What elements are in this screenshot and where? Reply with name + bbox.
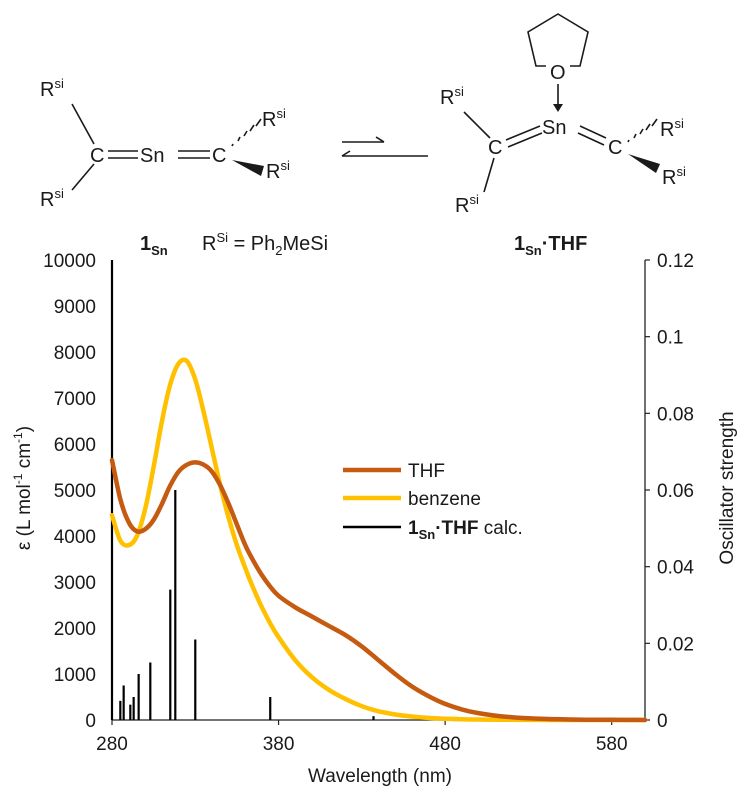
left-rsi-right-bottom: Rsi — [266, 158, 290, 183]
x-tick-label: 580 — [596, 734, 628, 755]
chart-ticks: 280 380 480 580 0 1000 2000 3000 4000 5000 6000 700… — [43, 251, 694, 755]
y2-tick-label: 0.06 — [657, 481, 694, 502]
rsi-definition: RSi = Ph2MeSi — [202, 230, 328, 258]
legend-label-thf: THF — [408, 461, 445, 482]
left-compound-label: 1Sn — [140, 233, 168, 258]
reaction-scheme: Rsi Rsi C Sn C Rsi Rsi 1Sn RSi = Ph2MeSi — [40, 13, 686, 258]
right-carbon-2: C — [608, 137, 622, 159]
y-tick-label: 3000 — [54, 573, 96, 594]
y-tick-label: 10000 — [43, 251, 96, 272]
left-rsi-bottom: Rsi — [40, 186, 64, 211]
legend-label-benzene: benzene — [408, 489, 481, 510]
y2-tick-label: 0.12 — [657, 251, 694, 272]
left-carbon-1: C — [90, 145, 104, 167]
x-tick-label: 280 — [96, 734, 128, 755]
y-tick-label: 8000 — [54, 343, 96, 364]
y2-tick-label: 0.08 — [657, 404, 694, 425]
y-tick-label: 0 — [85, 711, 96, 732]
y2-axis-title: Oscillator strength — [717, 411, 738, 564]
left-tin: Sn — [140, 145, 164, 167]
y-tick-label: 9000 — [54, 297, 96, 318]
left-rsi-right-top: Rsi — [262, 106, 286, 131]
series-line-benzene — [109, 357, 648, 723]
right-carbon-1: C — [488, 137, 502, 159]
x-axis-title: Wavelength (nm) — [308, 766, 452, 787]
x-tick-label: 480 — [429, 734, 461, 755]
right-rsi-bottom: Rsi — [455, 192, 479, 217]
equilibrium-arrows — [341, 136, 428, 157]
stick-series — [110, 260, 375, 720]
right-tin: Sn — [542, 117, 566, 139]
y-tick-label: 1000 — [54, 665, 96, 686]
right-rsi-top: Rsi — [440, 84, 464, 109]
y-tick-label: 2000 — [54, 619, 96, 640]
y-tick-label: 4000 — [54, 527, 96, 548]
right-rsi-right-bottom: Rsi — [662, 164, 686, 189]
legend: THF benzene 1Sn·THF calc. — [343, 461, 523, 542]
series-line-thf — [109, 457, 648, 723]
y2-tick-label: 0.02 — [657, 634, 694, 655]
right-molecule: O Sn Rsi Rsi C C Rsi Rsi 1Sn·THF — [440, 13, 686, 258]
thf-oxygen: O — [550, 62, 566, 84]
y-axis-title: ε (L mol-1 cm-1) — [11, 426, 35, 550]
x-tick-label: 380 — [263, 734, 295, 755]
y2-tick-label: 0.04 — [657, 558, 694, 579]
y2-tick-label: 0.1 — [657, 328, 683, 349]
chart-axes — [112, 260, 646, 721]
right-rsi-right-top: Rsi — [660, 116, 684, 141]
legend-label-calc: 1Sn·THF calc. — [408, 518, 523, 542]
y-tick-label: 5000 — [54, 481, 96, 502]
left-carbon-2: C — [212, 145, 226, 167]
left-rsi-top: Rsi — [40, 76, 64, 101]
y-tick-label: 7000 — [54, 389, 96, 410]
line-series — [109, 357, 648, 723]
left-molecule: Rsi Rsi C Sn C Rsi Rsi 1Sn RSi = Ph2MeSi — [40, 76, 328, 258]
right-compound-label: 1Sn·THF — [514, 233, 587, 258]
y-tick-label: 6000 — [54, 435, 96, 456]
y2-tick-label: 0 — [657, 711, 668, 732]
